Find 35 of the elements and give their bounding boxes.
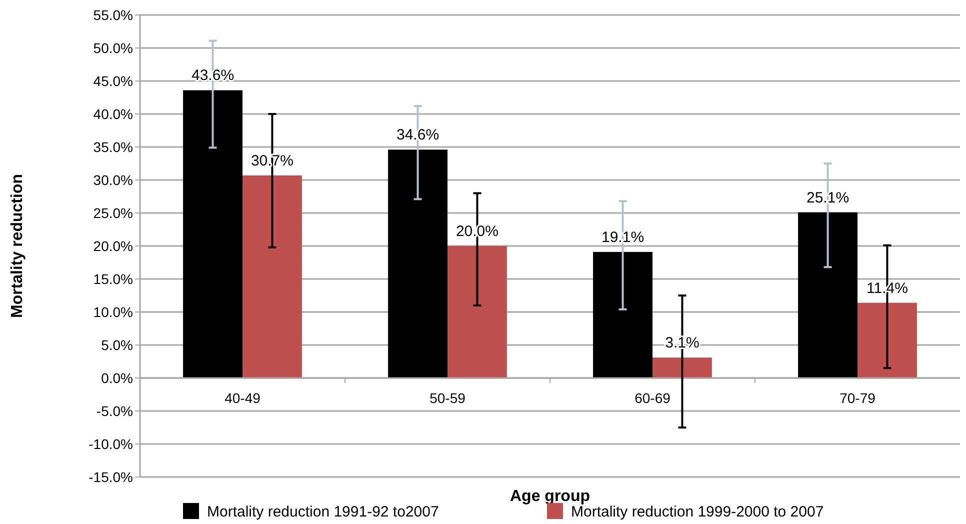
x-axis-title: Age group bbox=[510, 488, 590, 505]
y-tick-label: 10.0% bbox=[93, 304, 133, 320]
bar bbox=[858, 302, 917, 378]
y-tick-label: -5.0% bbox=[96, 402, 133, 419]
bar bbox=[242, 175, 302, 378]
legend-label: Mortality reduction 1991-92 to2007 bbox=[207, 503, 439, 520]
y-tick-label: -10.0% bbox=[88, 436, 133, 452]
bar bbox=[798, 212, 858, 378]
y-tick-label: 50.0% bbox=[93, 40, 133, 56]
y-tick-label: 0.0% bbox=[101, 370, 133, 386]
text: 43.6% bbox=[192, 67, 234, 84]
x-tick-label: 40-49 bbox=[224, 390, 261, 406]
legend-label: Mortality reduction 1999-2000 to 2007 bbox=[571, 503, 824, 520]
x-tick-label: 60-69 bbox=[634, 390, 671, 406]
y-tick-label: -15.0% bbox=[88, 468, 133, 485]
y-tick-label: 45.0% bbox=[93, 72, 133, 89]
text: 34.6% bbox=[396, 126, 440, 144]
y-tick-label: 40.0% bbox=[93, 106, 133, 122]
y-tick-label: 25.0% bbox=[93, 204, 133, 221]
y-tick-label: 5.0% bbox=[101, 336, 133, 353]
bar bbox=[652, 358, 712, 378]
y-tick-label: 20.0% bbox=[93, 238, 133, 254]
y-tick-label: 35.0% bbox=[93, 138, 133, 155]
x-tick-label: 50-59 bbox=[430, 390, 466, 406]
y-tick-label: 15.0% bbox=[93, 270, 133, 287]
y-axis-title: Mortality reduction bbox=[9, 174, 26, 318]
y-tick-label: 30.0% bbox=[93, 172, 133, 188]
bar bbox=[593, 252, 652, 378]
bar bbox=[448, 246, 507, 378]
bar bbox=[183, 90, 242, 378]
text: 25.1% bbox=[806, 189, 850, 206]
text: 19.1% bbox=[602, 228, 644, 246]
y-tick-label: 55.0% bbox=[93, 6, 133, 23]
bar bbox=[388, 150, 448, 378]
x-tick-label: 70-79 bbox=[840, 390, 876, 406]
